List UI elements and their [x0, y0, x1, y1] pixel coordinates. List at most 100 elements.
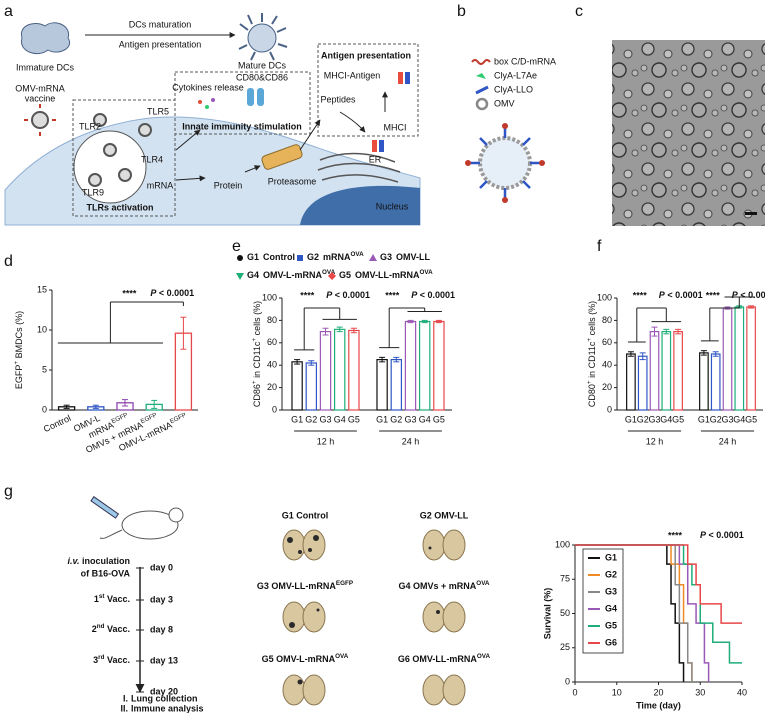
survival-curve — [575, 544, 710, 682]
y-tick-label: 75 — [560, 574, 570, 584]
diagram-label: OMV-mRNA — [15, 83, 65, 93]
panel-label: d — [4, 253, 13, 270]
significance-stars: **** — [668, 530, 683, 540]
text-part: + — [13, 361, 20, 365]
x-tick-label: G3 — [404, 414, 416, 424]
bar — [746, 306, 756, 411]
bar — [333, 328, 346, 411]
panel-label: c — [575, 3, 583, 20]
error-bar — [712, 351, 719, 357]
p-value: P < 0.0001 — [150, 288, 194, 298]
significance-stars: **** — [633, 290, 648, 300]
outcome-numeral: II. — [120, 703, 128, 713]
diagram-label: Protein — [214, 180, 243, 190]
text-part: EGFP — [140, 412, 159, 426]
text-part: G4 OMVs + mRNA — [399, 581, 477, 591]
error-bar — [675, 328, 682, 335]
legend-label: G2 mRNAOVA — [307, 251, 364, 262]
survival-curve — [575, 544, 685, 682]
x-axis-label: Time (day) — [636, 700, 681, 710]
text-part: rd — [98, 654, 104, 661]
error-bar — [294, 359, 301, 365]
y-tick-label: 0 — [565, 676, 570, 686]
diagram-label: TLRs activation — [86, 202, 153, 212]
diagram-label: Innate immunity stimulation — [182, 121, 302, 131]
legend-label: G1 — [605, 552, 617, 562]
text-part: P — [326, 290, 333, 300]
event-label: 1st Vacc. — [94, 593, 130, 604]
text-part: G6 OMV-LL-mRNA — [398, 654, 478, 664]
text-part: nd — [97, 623, 105, 630]
survival-curve — [575, 544, 693, 682]
survival-curve — [575, 544, 693, 682]
p-value: P < 0.0001 — [659, 290, 703, 300]
panel-label: e — [232, 238, 241, 255]
x-tick-label: G4 — [660, 414, 672, 424]
legend-box — [582, 548, 624, 654]
legend-label: G5 — [605, 620, 617, 630]
y-tick-label: 60 — [267, 337, 277, 347]
error-bar — [627, 351, 634, 357]
x-tick-label: G5 — [745, 414, 757, 424]
legend-label: G3 — [605, 586, 617, 596]
legend-marker — [369, 254, 377, 261]
bar — [376, 359, 388, 411]
text-part: CD80 — [587, 384, 597, 407]
text-part: Vacc. — [104, 655, 130, 665]
diagram-label: Peptides — [320, 94, 356, 104]
legend-label: box C/D-mRNA — [494, 56, 556, 66]
y-tick-label: 5 — [42, 364, 47, 374]
error-bar — [308, 360, 315, 366]
bar — [626, 353, 636, 411]
lung-label: G2 OMV-LL — [420, 510, 469, 520]
y-tick-label: 15 — [37, 284, 47, 294]
text-part: i.v. — [67, 556, 79, 566]
text-part: G5 OMV-L-mRNA — [262, 654, 336, 664]
group-label: 12 h — [317, 436, 335, 446]
group-label: 24 h — [402, 436, 420, 446]
text-part: OVA — [477, 653, 491, 660]
y-tick-label: 80 — [267, 315, 277, 325]
y-tick-label: 40 — [602, 360, 612, 370]
y-axis-label: CD80+ in CD11c+ cells (%) — [586, 301, 597, 407]
text-part: Vacc. — [104, 594, 130, 604]
lung-label: G6 OMV-LL-mRNAOVA — [398, 653, 491, 664]
error-bar — [748, 305, 755, 309]
bar — [348, 329, 360, 411]
x-tick-label: G5 — [433, 414, 445, 424]
y-axis-label: Survival (%) — [542, 588, 552, 640]
y-axis-label: EGFP+ BMDCs (%) — [13, 311, 24, 389]
day-label: day 8 — [150, 624, 173, 634]
text-part: < 0.0001 — [706, 530, 744, 540]
x-tick-label: G4 — [334, 414, 346, 424]
text-part: G3 — [380, 252, 392, 262]
diagram-label: Nucleus — [376, 201, 409, 211]
x-tick-label: G2 — [710, 414, 722, 424]
legend-label: G4 — [605, 603, 617, 613]
diagram-label: TLR5 — [147, 106, 169, 116]
bar — [390, 359, 403, 411]
bar — [291, 361, 303, 411]
text-part: in CD11c — [252, 341, 262, 380]
text-part: G4 — [247, 270, 259, 280]
y-tick-label: 40 — [267, 360, 277, 370]
legend-label: G6 — [605, 637, 617, 647]
error-bar — [421, 319, 428, 324]
diagram-label: Antigen presentation — [119, 39, 202, 49]
diagram-label: Proteasome — [268, 176, 317, 186]
text-part: BMDCs (%) — [14, 311, 24, 361]
bar — [433, 320, 445, 411]
error-bar — [92, 404, 99, 409]
error-bar — [151, 399, 158, 409]
outcome-text: Immune analysis — [131, 703, 204, 713]
diagram-label: CD80&CD86 — [236, 72, 288, 82]
x-tick-label: 40 — [737, 687, 747, 697]
x-tick-label: G4 — [733, 414, 745, 424]
text-part: P — [150, 288, 157, 298]
x-tick-label: G2 — [637, 414, 649, 424]
error-bar — [639, 352, 646, 361]
event-label: of B16-OVA — [81, 568, 131, 578]
text-part: OVA — [476, 580, 490, 587]
text-part: Control — [263, 252, 295, 262]
error-bar — [122, 399, 128, 407]
